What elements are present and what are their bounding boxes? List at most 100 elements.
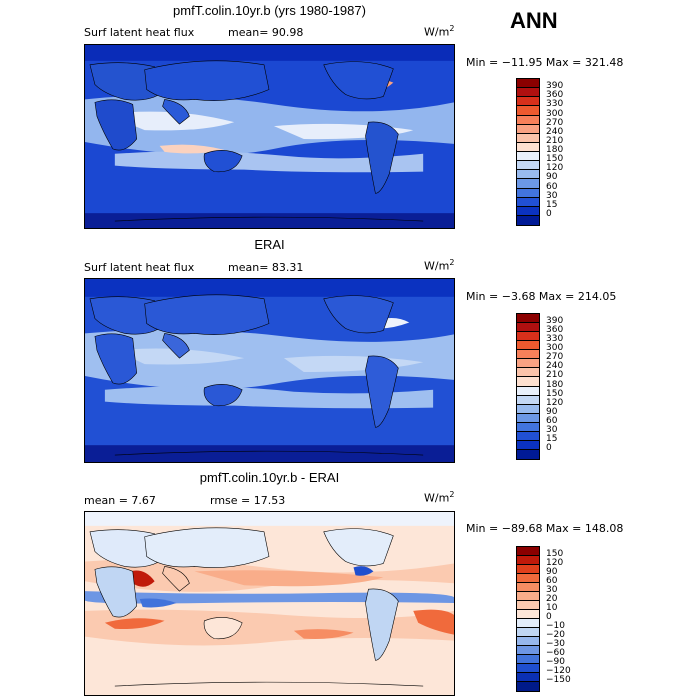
- colorbar-swatch: [517, 682, 539, 691]
- colorbar-swatch: [517, 88, 539, 98]
- colorbar-swatch: [517, 323, 539, 333]
- colorbar-tick-label: 180: [546, 379, 564, 390]
- colorbar-tick-label: 180: [546, 145, 564, 155]
- panel3-map: [84, 511, 455, 696]
- colorbar-swatch: [517, 79, 539, 89]
- colorbar-swatch: [517, 170, 539, 180]
- colorbar-tick-label: 20: [546, 594, 558, 604]
- panel3-title: pmfT.colin.10yr.b - ERAI: [199, 470, 340, 485]
- panel2-variable-label: Surf latent heat flux: [84, 261, 195, 274]
- panel2-title: ERAI: [254, 237, 285, 252]
- colorbar-swatch: [517, 395, 539, 405]
- colorbar-swatch: [517, 664, 539, 673]
- colorbar-tick-label: −10: [546, 621, 565, 631]
- colorbar-swatch: [517, 197, 539, 207]
- panel1-colorbar: [516, 78, 540, 226]
- colorbar-swatch: [517, 215, 539, 225]
- colorbar-tick-label: 150: [546, 549, 564, 559]
- colorbar-swatch: [517, 413, 539, 423]
- panel2-units: W/m2: [424, 258, 455, 273]
- colorbar-tick-label: 210: [546, 135, 564, 146]
- colorbar-swatch: [517, 601, 539, 610]
- colorbar-tick-label: 60: [546, 181, 558, 192]
- colorbar-swatch: [517, 404, 539, 414]
- colorbar-swatch: [517, 368, 539, 378]
- colorbar-swatch: [517, 556, 539, 565]
- colorbar-tick-label: 150: [546, 154, 564, 165]
- panel2-colorbar: [516, 313, 540, 460]
- colorbar-tick-label: 300: [546, 108, 564, 119]
- colorbar-tick-label: 390: [546, 316, 564, 327]
- colorbar-tick-label: 360: [546, 325, 564, 336]
- colorbar-swatch: [517, 547, 539, 556]
- colorbar-swatch: [517, 350, 539, 360]
- panel3-mean: mean = 7.67: [84, 494, 156, 507]
- colorbar-swatch: [517, 592, 539, 601]
- season-label: ANN: [510, 8, 558, 33]
- colorbar-swatch: [517, 124, 539, 134]
- colorbar-tick-label: 90: [546, 172, 558, 183]
- colorbar-tick-label: 240: [546, 361, 564, 372]
- colorbar-tick-label: 30: [546, 585, 558, 595]
- colorbar-swatch: [517, 422, 539, 432]
- panel1-units: W/m2: [424, 24, 455, 39]
- colorbar-swatch: [517, 637, 539, 646]
- colorbar-swatch: [517, 332, 539, 342]
- colorbar-tick-label: 90: [546, 567, 558, 577]
- colorbar-tick-label: 120: [546, 397, 564, 408]
- colorbar-tick-label: −60: [546, 648, 565, 658]
- panel1-variable-label: Surf latent heat flux: [84, 26, 195, 39]
- panel1-minmax: Min = −11.95 Max = 321.48: [466, 56, 624, 69]
- colorbar-tick-label: 10: [546, 603, 558, 613]
- panel2-minmax: Min = −3.68 Max = 214.05: [466, 290, 617, 303]
- panel1-mean: mean= 90.98: [228, 26, 304, 39]
- colorbar-swatch: [517, 377, 539, 387]
- colorbar-tick-label: 270: [546, 352, 564, 363]
- colorbar-tick-label: 150: [546, 388, 564, 399]
- colorbar-swatch: [517, 152, 539, 162]
- panel1-title: pmfT.colin.10yr.b (yrs 1980-1987): [173, 3, 366, 18]
- colorbar-swatch: [517, 133, 539, 143]
- colorbar-swatch: [517, 359, 539, 369]
- colorbar-tick-label: 270: [546, 117, 564, 128]
- colorbar-swatch: [517, 179, 539, 189]
- colorbar-swatch: [517, 583, 539, 592]
- colorbar-tick-label: 0: [546, 442, 552, 453]
- panel3-minmax: Min = −89.68 Max = 148.08: [466, 522, 624, 535]
- colorbar-swatch: [517, 115, 539, 125]
- colorbar-tick-label: 0: [546, 612, 552, 622]
- colorbar-tick-label: −90: [546, 657, 565, 667]
- colorbar-tick-label: −120: [546, 666, 571, 676]
- colorbar-tick-label: 60: [546, 576, 558, 586]
- colorbar-tick-label: 120: [546, 558, 564, 568]
- colorbar-tick-label: −30: [546, 639, 565, 649]
- colorbar-tick-label: −20: [546, 630, 565, 640]
- colorbar-swatch: [517, 431, 539, 441]
- panel2-mean: mean= 83.31: [228, 261, 304, 274]
- colorbar-swatch: [517, 188, 539, 198]
- colorbar-swatch: [517, 619, 539, 628]
- colorbar-swatch: [517, 142, 539, 152]
- colorbar-swatch: [517, 314, 539, 324]
- colorbar-swatch: [517, 386, 539, 396]
- panel3-rmse: rmse = 17.53: [210, 494, 286, 507]
- colorbar-tick-label: 0: [546, 208, 552, 219]
- colorbar-tick-label: 390: [546, 81, 564, 92]
- colorbar-swatch: [517, 106, 539, 116]
- panel3-colorbar: [516, 546, 540, 692]
- colorbar-tick-label: 120: [546, 163, 564, 174]
- colorbar-tick-label: 60: [546, 415, 558, 426]
- colorbar-swatch: [517, 341, 539, 351]
- colorbar-tick-label: 90: [546, 406, 558, 417]
- colorbar-tick-label: 15: [546, 199, 558, 210]
- colorbar-swatch: [517, 574, 539, 583]
- panel2-map: [84, 278, 455, 463]
- colorbar-tick-label: 360: [546, 90, 564, 101]
- colorbar-swatch: [517, 206, 539, 216]
- colorbar-tick-label: 15: [546, 433, 558, 444]
- colorbar-swatch: [517, 610, 539, 619]
- colorbar-tick-label: 300: [546, 343, 564, 354]
- colorbar-tick-label: −150: [546, 675, 571, 685]
- colorbar-tick-label: 30: [546, 424, 558, 435]
- colorbar-tick-label: 330: [546, 99, 564, 110]
